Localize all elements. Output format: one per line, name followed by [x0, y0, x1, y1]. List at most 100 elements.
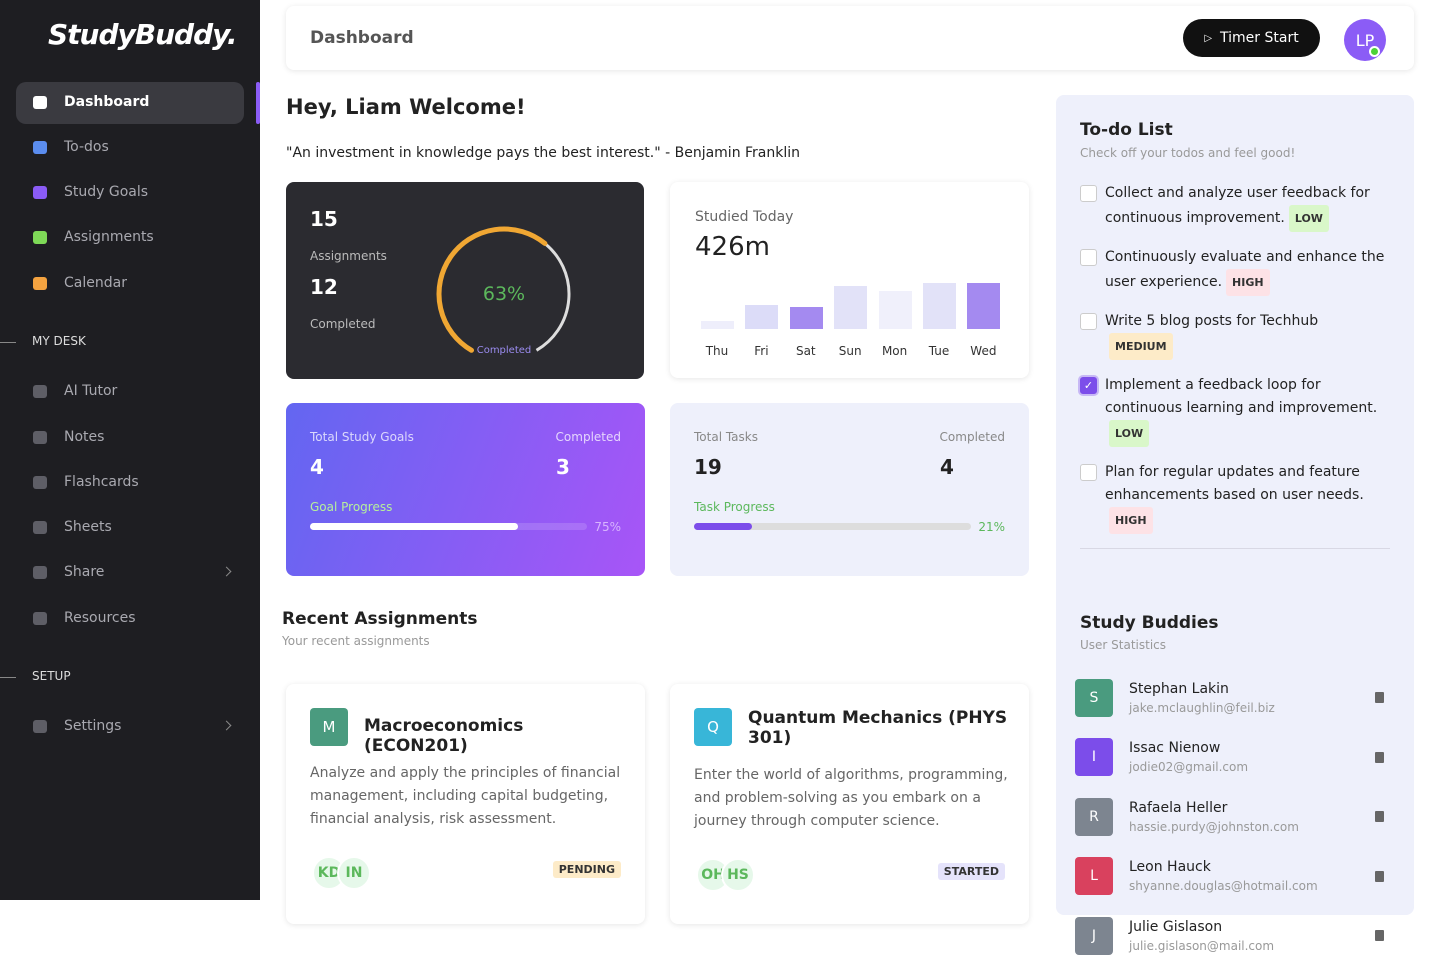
goals-card: Total Study Goals Completed 4 3 Goal Progres… [286, 403, 645, 576]
nav-item[interactable]: Calendar [16, 263, 244, 305]
buddy-row: S Stephan Lakin jake.mclaughlin@feil.biz [1075, 668, 1390, 728]
nav-item[interactable]: Study Goals [16, 172, 244, 214]
buddy-email: julie.gislason@mail.com [1129, 938, 1275, 953]
buddy-avatar: J [1075, 916, 1113, 955]
todo-checkbox[interactable] [1080, 313, 1097, 330]
play-icon: ▷ [1204, 32, 1213, 44]
nav-item[interactable]: Resources [16, 598, 244, 640]
todo-subtitle: Check off your todos and feel good! [1080, 146, 1296, 160]
bar [878, 291, 912, 329]
timer-label: Timer Start [1220, 30, 1299, 46]
nav-icon [33, 521, 47, 534]
delete-icon[interactable] [1375, 811, 1384, 822]
section-title: MY DESK [32, 334, 86, 348]
progress-percent: 75% [594, 520, 621, 534]
todo-item: ✓ Implement a feedback loop for continuou… [1080, 374, 1390, 447]
delete-icon[interactable] [1375, 692, 1384, 703]
nav-icon [33, 277, 47, 290]
nav-item[interactable]: Flashcards [16, 462, 244, 504]
gauge-progress [436, 226, 548, 353]
greeting: Hey, Liam Welcome! [286, 95, 526, 119]
assignment-title: Quantum Mechanics (PHYS 301) [748, 708, 1008, 748]
gauge-label: Completed [476, 345, 532, 356]
bar [701, 321, 734, 329]
bar [745, 305, 779, 329]
buddy-name: Rafaela Heller [1129, 799, 1228, 816]
avatar[interactable]: LP [1344, 19, 1386, 61]
todo-text: Continuously evaluate and enhance the us… [1105, 246, 1385, 296]
nav-item[interactable]: Sheets [16, 507, 244, 549]
todo-text: Collect and analyze user feedback for co… [1105, 182, 1385, 232]
quote: "An investment in knowledge pays the bes… [286, 145, 801, 161]
nav-label: AI Tutor [64, 383, 118, 399]
buddy-email: jodie02@gmail.com [1129, 760, 1249, 775]
active-indicator [256, 82, 260, 124]
section-title: Recent Assignments [282, 609, 478, 629]
timer-button[interactable]: ▷ Timer Start [1183, 19, 1320, 57]
nav-label: Assignments [64, 229, 154, 245]
buddy-avatar: L [1075, 857, 1113, 896]
nav-label: Share [64, 564, 105, 580]
nav-item[interactable]: Notes [16, 417, 244, 459]
completed-value: 3 [556, 455, 570, 479]
bar [789, 306, 823, 329]
bar-label: Sat [795, 344, 816, 358]
bar-label: Tue [928, 344, 950, 358]
buddy-avatar: I [1075, 738, 1113, 777]
todo-item: Continuously evaluate and enhance the us… [1080, 246, 1390, 296]
todo-checkbox[interactable] [1080, 249, 1097, 266]
todo-label: Implement a feedback loop for continuous… [1105, 377, 1378, 416]
gauge-percent: 63% [482, 283, 526, 305]
assignment-card[interactable]: M Macroeconomics (ECON201) Analyze and app… [286, 684, 645, 924]
chevron [221, 566, 232, 577]
completed-count: 12 [310, 275, 338, 299]
buddy-name: Stephan Lakin [1129, 680, 1229, 697]
nav-label: Dashboard [64, 94, 150, 110]
nav-label: To-dos [64, 139, 109, 155]
buddy-info: Stephan Lakin jake.mclaughlin@feil.biz [1129, 681, 1275, 715]
buddy-avatar: S [1075, 678, 1113, 717]
assignments-card: 15 Assignments 12 Completed 63% Completed [286, 182, 644, 379]
nav-icon [33, 612, 47, 625]
delete-icon[interactable] [1375, 751, 1384, 763]
completed-label: Completed [939, 430, 1005, 444]
todo-checkbox[interactable] [1080, 464, 1097, 481]
gauge [436, 226, 571, 353]
nav-icon [33, 186, 47, 199]
total-value: 4 [310, 455, 324, 479]
assignment-card[interactable]: Q Quantum Mechanics (PHYS 301) Enter the w… [670, 684, 1029, 924]
nav-item[interactable]: Dashboard [16, 82, 244, 124]
nav-item[interactable]: Settings [16, 706, 244, 748]
nav-icon [33, 476, 47, 489]
nav-item[interactable]: Share [16, 552, 244, 594]
studied-total: 426m [695, 232, 770, 262]
assignment-description: Analyze and apply the principles of fina… [310, 765, 621, 827]
assignments-total: 15 [310, 207, 338, 231]
nav-item[interactable]: Assignments [16, 217, 244, 259]
buddy-email: shyanne.douglas@hotmail.com [1129, 879, 1318, 894]
buddy-info: Issac Nienow jodie02@gmail.com [1129, 740, 1248, 774]
nav-label: Calendar [64, 275, 127, 291]
progress-label: Task Progress [694, 500, 775, 514]
logo: StudyBuddy. [48, 18, 237, 51]
section-line [0, 677, 16, 678]
priority-tag: HIGH [1226, 269, 1270, 296]
section-subtitle: Your recent assignments [282, 634, 430, 648]
buddy-row: I Issac Nienow jodie02@gmail.com [1075, 728, 1390, 788]
todo-item: Collect and analyze user feedback for co… [1080, 182, 1390, 232]
progress-percent: 21% [978, 520, 1005, 534]
buddy-name: Issac Nienow [1129, 740, 1221, 757]
nav-label: Resources [64, 610, 136, 626]
buddy-row: L Leon Hauck shyanne.douglas@hotmail.com [1075, 847, 1390, 907]
nav-item[interactable]: To-dos [16, 127, 244, 169]
buddies-title: Study Buddies [1080, 613, 1219, 633]
online-dot [1369, 46, 1380, 57]
todo-checkbox[interactable]: ✓ [1080, 377, 1097, 394]
todo-label: Plan for regular updates and feature enh… [1105, 464, 1364, 503]
nav-item[interactable]: AI Tutor [16, 371, 244, 413]
delete-icon[interactable] [1375, 870, 1384, 882]
total-label: Total Tasks [694, 430, 758, 444]
nav-icon [33, 720, 47, 733]
delete-icon[interactable] [1375, 930, 1384, 941]
todo-checkbox[interactable] [1080, 185, 1097, 202]
